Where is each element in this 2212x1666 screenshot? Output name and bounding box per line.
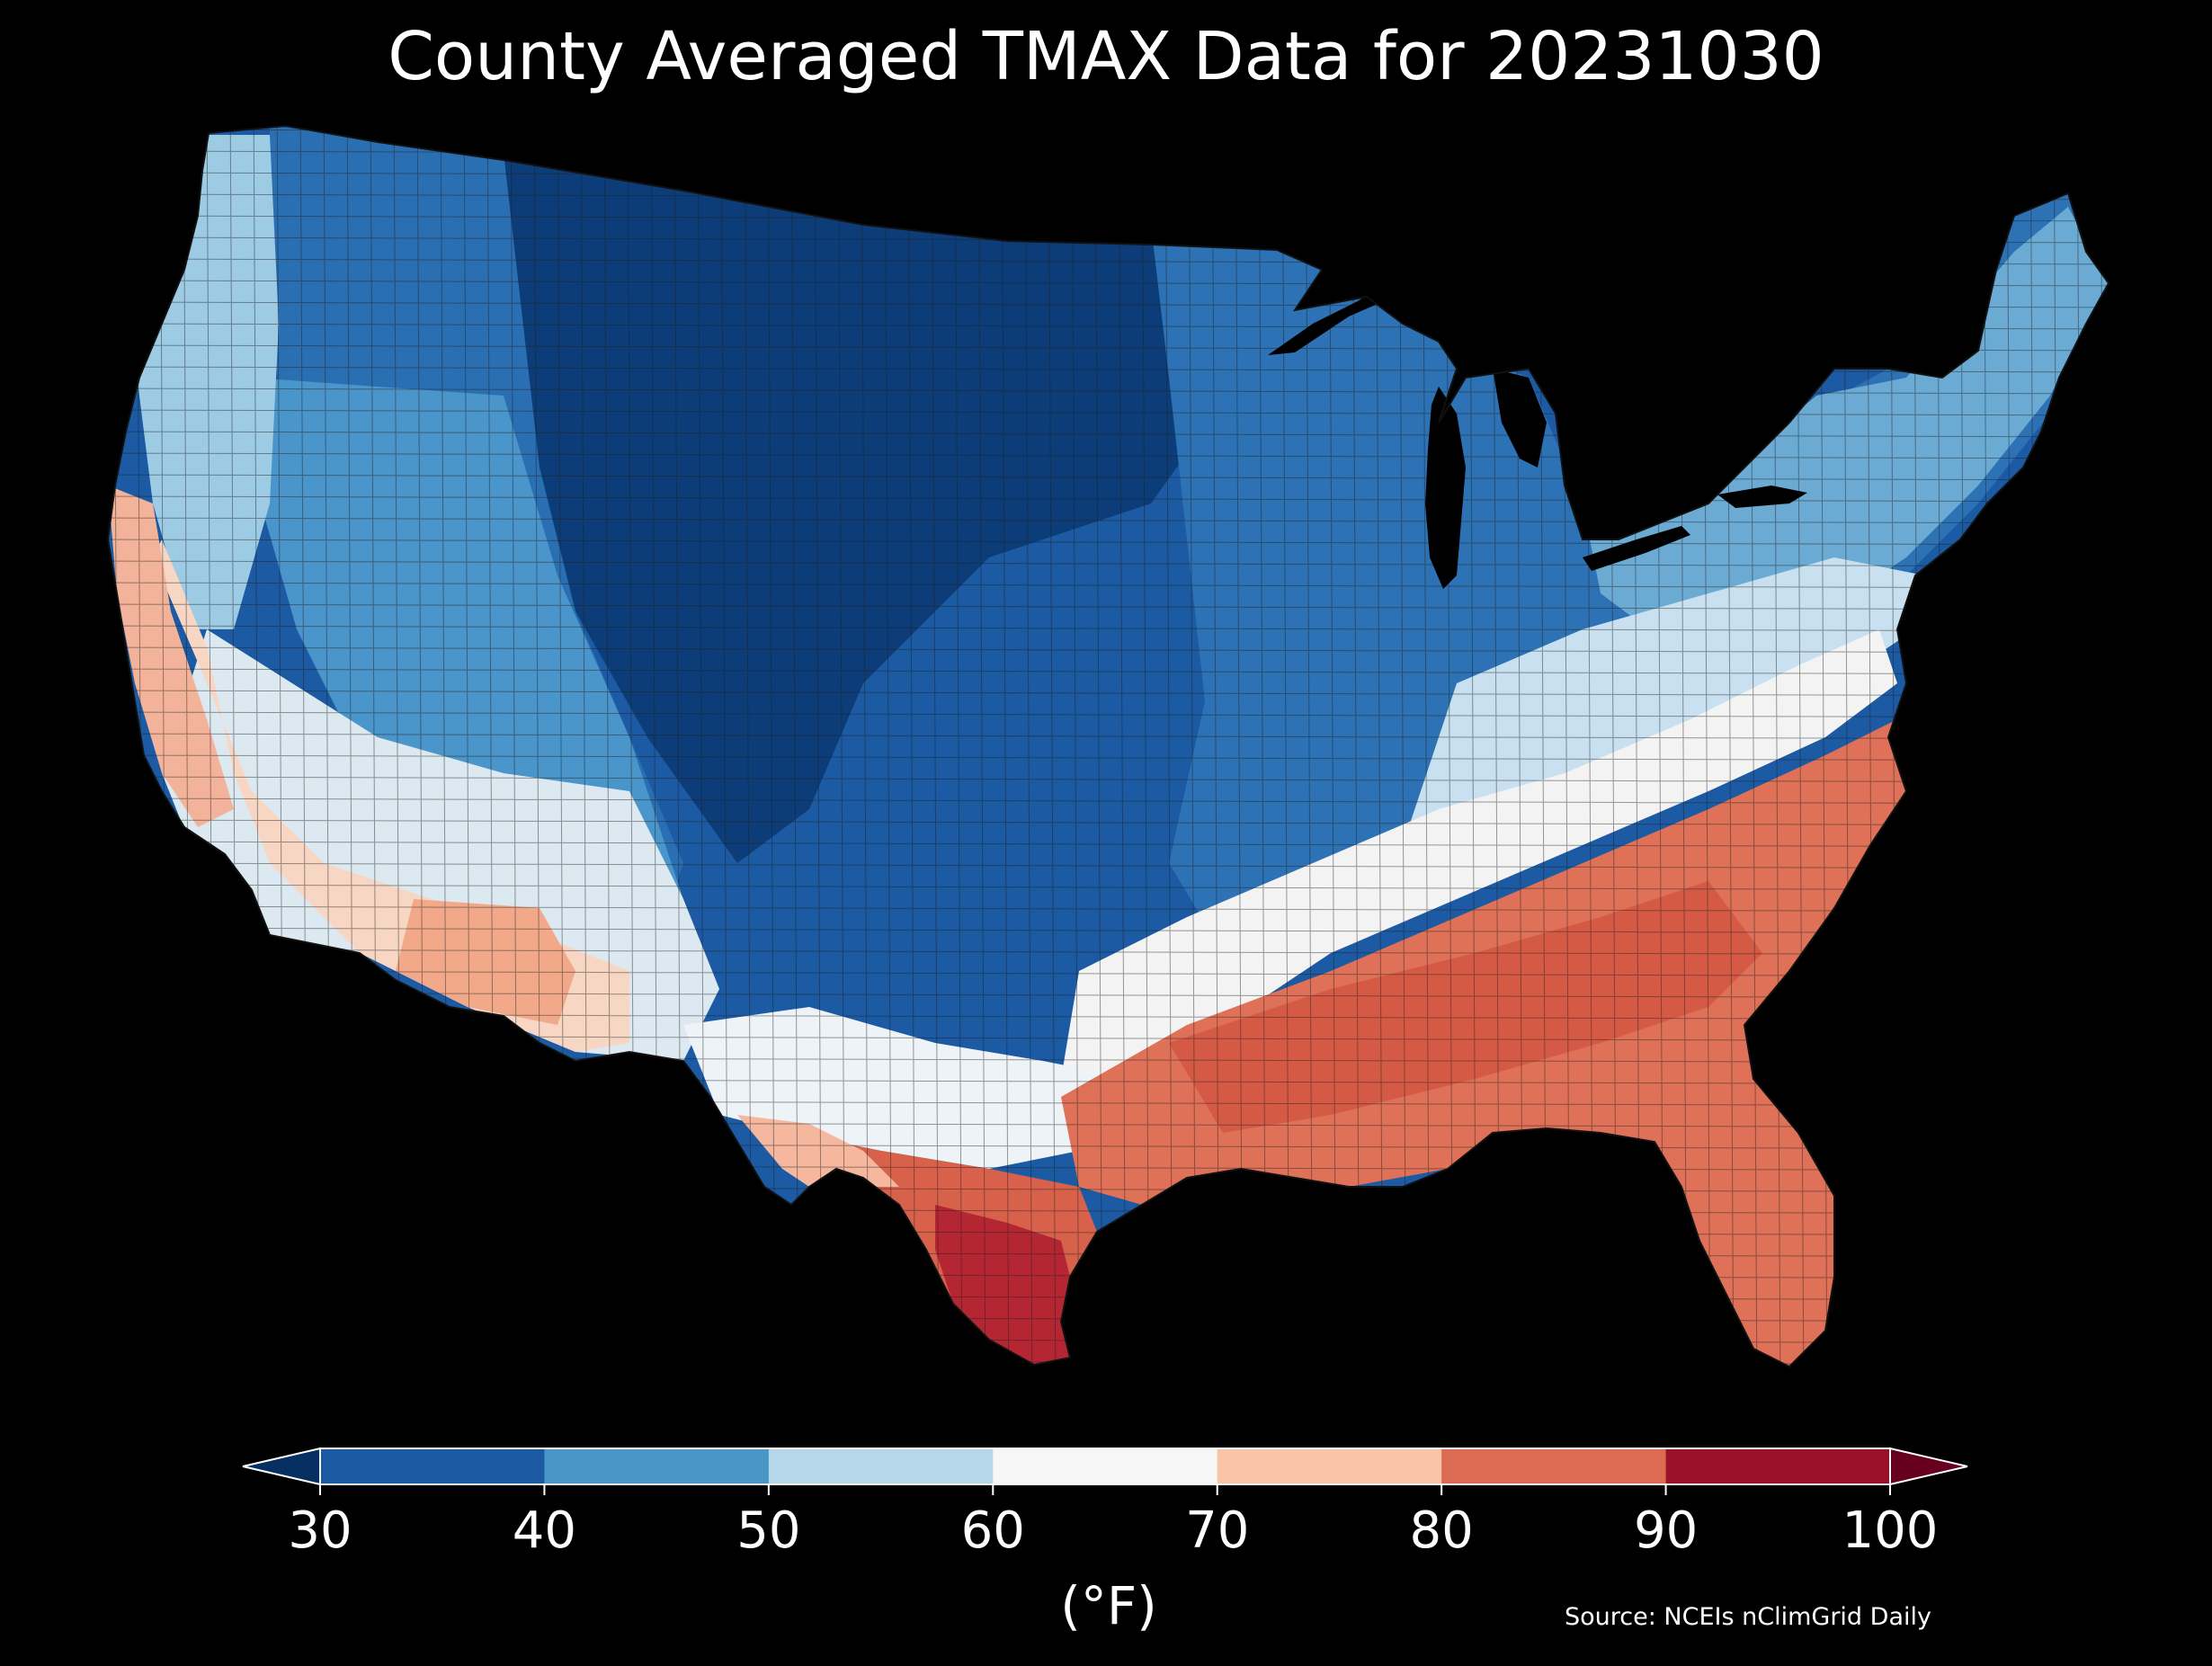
colorbar-bin [1441,1448,1667,1484]
lake-superior [1268,283,1394,355]
colorbar-bin [320,1448,545,1484]
colorbar-tick-label: 70 [1185,1501,1249,1560]
colorbar-bin [1665,1448,1891,1484]
colorbar-under-arrow [242,1447,321,1486]
colorbar-tick-label: 40 [513,1501,576,1560]
map-title: County Averaged TMAX Data for 20231030 [388,18,1824,95]
colorbar-tick-label: 50 [736,1501,800,1560]
source-note: Source: NCEIs nClimGrid Daily [1565,1603,1931,1631]
colorbar-tick-label: 60 [961,1501,1025,1560]
colorbar-label: (°F) [1060,1575,1157,1636]
lake-huron [1493,369,1547,468]
colorbar-bin [544,1448,770,1484]
colorbar-bins [320,1448,1891,1484]
colorbar-tick-label: 30 [288,1501,352,1560]
lake-erie [1583,526,1690,571]
colorbar-frame [319,1448,1891,1485]
lake-ontario [1717,486,1807,508]
colorbar-tick-label: 90 [1634,1501,1698,1560]
colorbar-over-arrow [1889,1447,1968,1486]
great-lakes [1268,283,1807,589]
colorbar-bin [993,1448,1218,1484]
colorbar-tick-label: 100 [1842,1501,1939,1560]
colorbar-bin [768,1448,994,1484]
colorbar-tick-label: 80 [1410,1501,1474,1560]
lake-michigan [1425,387,1466,589]
colorbar-ticks: 30 40 50 60 70 80 90 100 [288,1484,1938,1560]
colorbar-bin [1217,1448,1442,1484]
